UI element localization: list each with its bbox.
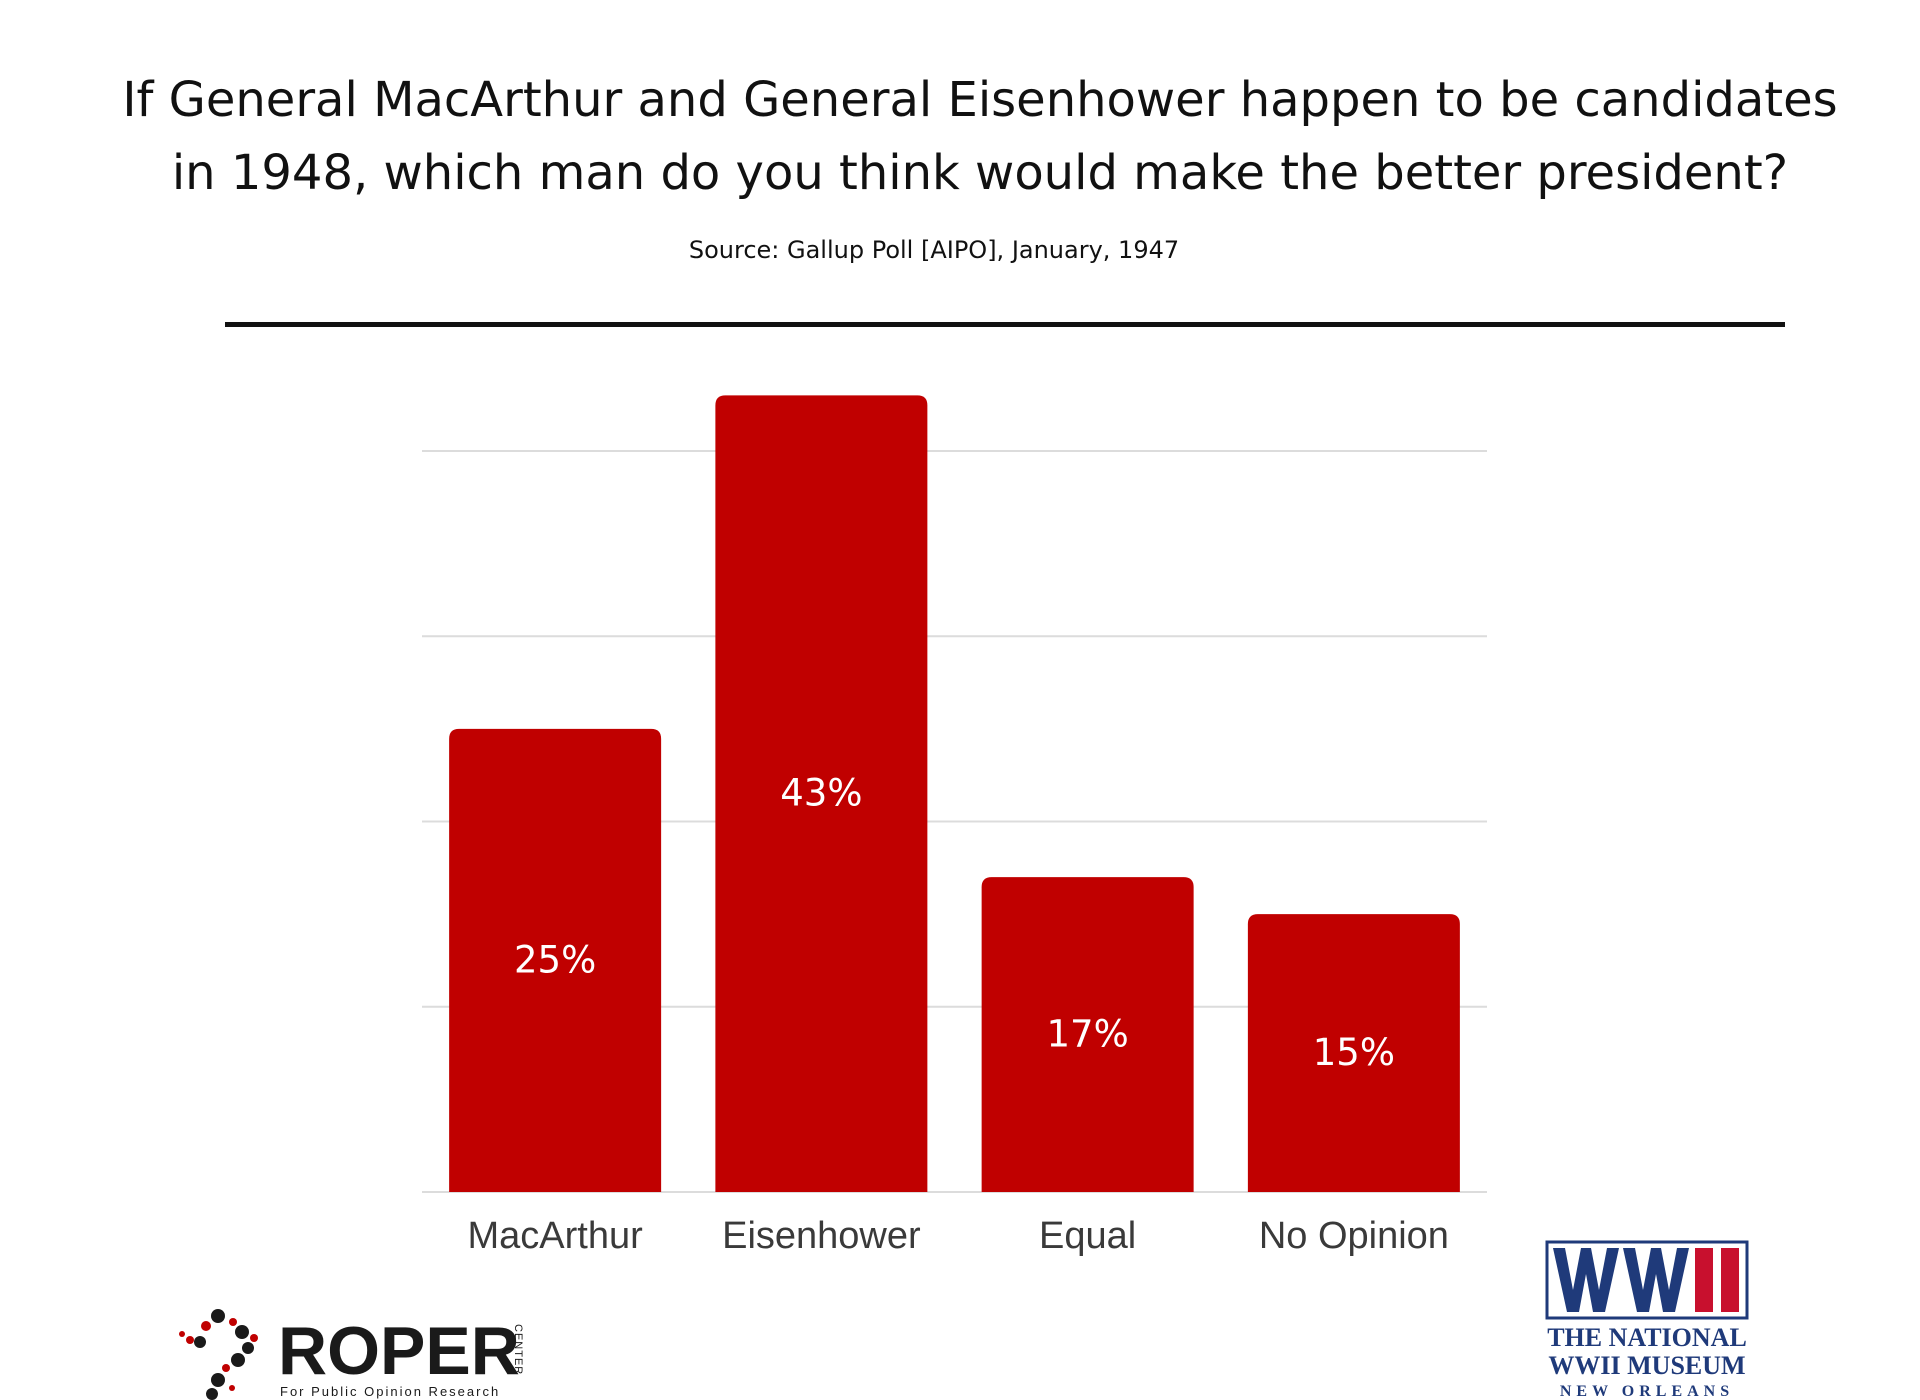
data-label-eisenhower: 43% bbox=[780, 772, 862, 815]
x-tick-label-no-opinion: No Opinion bbox=[1259, 1215, 1449, 1257]
bars bbox=[449, 395, 1460, 1192]
roper-wordmark: ROPER bbox=[278, 1313, 520, 1389]
data-label-no-opinion: 15% bbox=[1313, 1031, 1395, 1074]
chart-title-line-2: in 1948, which man do you think would ma… bbox=[171, 145, 1789, 201]
roper-molecule-icon bbox=[179, 1309, 258, 1400]
museum-name-line-2: WWII MUSEUM bbox=[1548, 1351, 1745, 1380]
data-label-equal: 17% bbox=[1047, 1013, 1129, 1056]
bar-equal bbox=[981, 877, 1194, 1192]
chart-source: Source: Gallup Poll [AIPO], January, 194… bbox=[688, 236, 1180, 264]
data-labels: 25% 43% 17% 15% bbox=[514, 772, 1395, 1074]
chart-title-line-1: If General MacArthur and General Eisenho… bbox=[122, 72, 1838, 128]
wwii-mark bbox=[1553, 1248, 1739, 1312]
title-divider bbox=[225, 322, 1785, 327]
x-tick-label-macarthur: MacArthur bbox=[467, 1215, 643, 1257]
museum-location: NEW ORLEANS bbox=[1560, 1383, 1734, 1400]
data-label-macarthur: 25% bbox=[514, 938, 596, 981]
roper-center-vertical-text: CENTER bbox=[512, 1324, 524, 1375]
bar-chart: 25% 43% 17% 15% MacArthur Eisenhower Equal No … bbox=[422, 395, 1487, 1257]
bar-macarthur bbox=[449, 728, 662, 1192]
x-axis-tick-labels: MacArthur Eisenhower Equal No Opinion bbox=[467, 1215, 1448, 1257]
roper-tagline: For Public Opinion Research bbox=[280, 1384, 500, 1399]
roper-center-logo: ROPER CENTER For Public Opinion Research bbox=[179, 1309, 524, 1400]
bar-eisenhower bbox=[715, 395, 928, 1192]
chart-title: If General MacArthur and General Eisenho… bbox=[100, 64, 1860, 210]
bar-no-opinion bbox=[1247, 914, 1460, 1192]
x-tick-label-eisenhower: Eisenhower bbox=[722, 1215, 921, 1257]
x-tick-label-equal: Equal bbox=[1039, 1215, 1136, 1257]
museum-name-line-1: THE NATIONAL bbox=[1547, 1323, 1747, 1352]
national-wwii-museum-logo: THE NATIONAL WWII MUSEUM NEW ORLEANS bbox=[1545, 1240, 1749, 1400]
